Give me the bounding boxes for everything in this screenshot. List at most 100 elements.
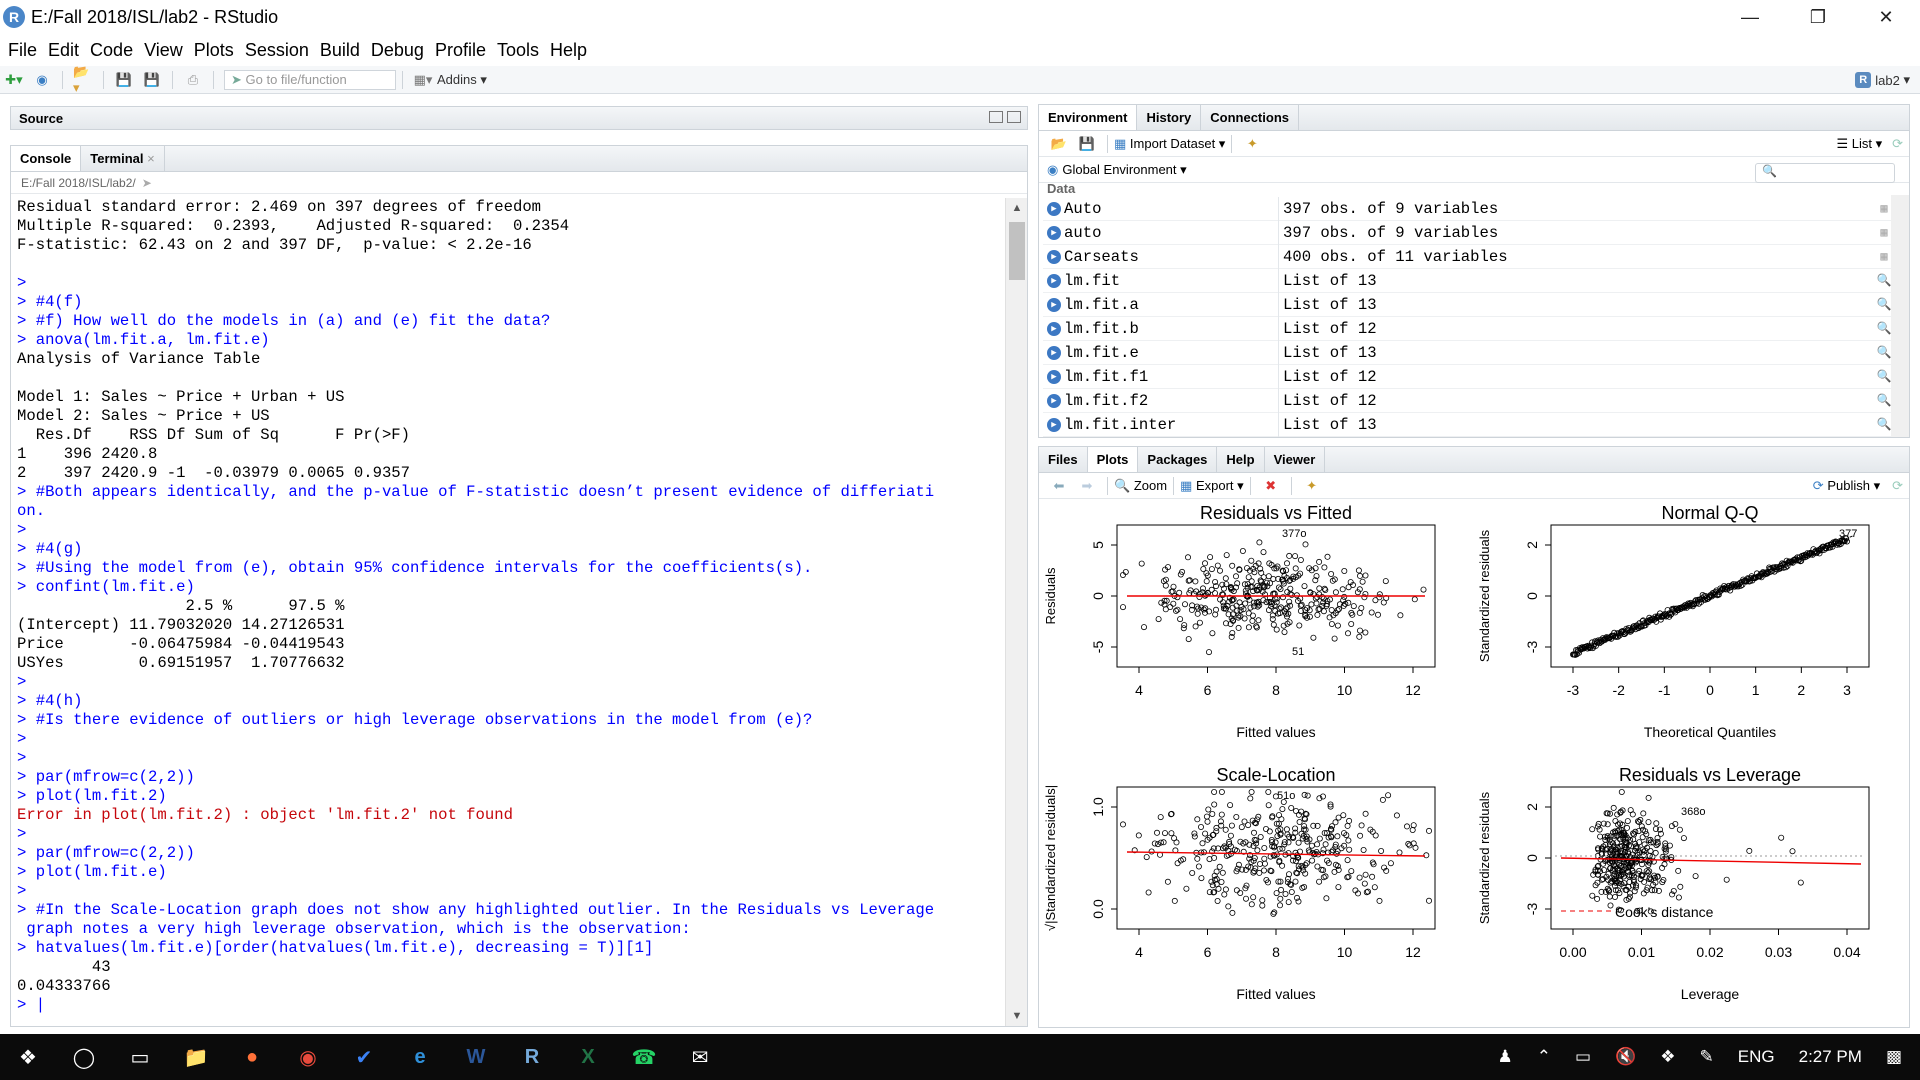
save-icon[interactable]: 💾 bbox=[115, 71, 133, 87]
whatsapp-icon[interactable]: ☎ bbox=[631, 1046, 657, 1069]
minimize-button[interactable]: — bbox=[1741, 6, 1759, 27]
goto-dir-icon[interactable]: ➤ bbox=[141, 175, 152, 190]
menu-file[interactable]: File bbox=[8, 39, 38, 60]
save-workspace-icon[interactable]: 💾 bbox=[1078, 135, 1096, 151]
inspect-icon[interactable]: 🔍 bbox=[1876, 298, 1892, 312]
tab-plots[interactable]: Plots bbox=[1087, 447, 1139, 472]
env-scrollbar[interactable] bbox=[1891, 195, 1909, 437]
clock[interactable]: 2:27 PM bbox=[1798, 1047, 1862, 1066]
goto-file-input[interactable]: ➤ Go to file/function bbox=[224, 69, 396, 90]
print-icon[interactable]: ⎙ bbox=[187, 71, 199, 87]
publish-button[interactable]: ⟳ Publish ▾ bbox=[1812, 477, 1881, 493]
file-explorer-icon[interactable]: 📁 bbox=[183, 1046, 209, 1069]
menu-help[interactable]: Help bbox=[550, 39, 588, 60]
grid-layout-icon[interactable]: ▦▾ bbox=[413, 71, 433, 87]
addins-menu[interactable]: Addins ▾ bbox=[437, 71, 487, 87]
chrome-icon[interactable]: ◉ bbox=[299, 1046, 317, 1069]
inspect-icon[interactable]: 🔍 bbox=[1876, 394, 1892, 408]
menu-plots[interactable]: Plots bbox=[193, 39, 234, 60]
word-icon[interactable]: W bbox=[466, 1045, 486, 1068]
expand-arrow-icon[interactable]: ▶ bbox=[1047, 273, 1061, 288]
expand-arrow-icon[interactable]: ▶ bbox=[1047, 345, 1061, 360]
refresh-icon[interactable]: ⟳ bbox=[1892, 135, 1903, 151]
menu-view[interactable]: View bbox=[144, 39, 183, 60]
tab-environment[interactable]: Environment bbox=[1039, 105, 1138, 130]
expand-arrow-icon[interactable]: ▶ bbox=[1047, 201, 1061, 216]
mail-icon[interactable]: ✉ bbox=[691, 1046, 709, 1069]
view-table-icon[interactable]: ▦ bbox=[1880, 202, 1888, 216]
console-scrollbar[interactable]: ▲ ▼ bbox=[1005, 198, 1027, 1026]
tab-connections[interactable]: Connections bbox=[1201, 105, 1299, 130]
menu-session[interactable]: Session bbox=[244, 39, 309, 60]
source-pane-collapsed[interactable]: Source bbox=[10, 106, 1028, 130]
new-project-icon[interactable]: ◉ bbox=[36, 71, 48, 87]
expand-arrow-icon[interactable]: ▶ bbox=[1047, 417, 1061, 432]
new-file-icon[interactable]: ✚▾ bbox=[5, 71, 23, 87]
export-button[interactable]: ▦ Export ▾ bbox=[1180, 477, 1244, 493]
env-row[interactable]: ▶ lm.fit.a List of 13 🔍 bbox=[1043, 292, 1893, 317]
env-row[interactable]: ▶ lm.fit.inter List of 13 🔍 bbox=[1043, 412, 1893, 437]
env-row[interactable]: ▶ Auto 397 obs. of 9 variables ▦ bbox=[1043, 196, 1893, 221]
console-output[interactable]: Residual standard error: 2.469 on 397 de… bbox=[17, 198, 1007, 1015]
env-row[interactable]: ▶ lm.fit.b List of 12 🔍 bbox=[1043, 316, 1893, 341]
view-table-icon[interactable]: ▦ bbox=[1880, 250, 1888, 264]
minimize-pane-icon[interactable] bbox=[989, 111, 1003, 123]
task-view-icon[interactable]: ▭ bbox=[130, 1046, 150, 1069]
expand-arrow-icon[interactable]: ▶ bbox=[1047, 321, 1061, 336]
tab-packages[interactable]: Packages bbox=[1138, 447, 1218, 472]
env-row[interactable]: ▶ auto 397 obs. of 9 variables ▦ bbox=[1043, 220, 1893, 245]
menu-debug[interactable]: Debug bbox=[370, 39, 424, 60]
battery-icon[interactable]: ▭ bbox=[1575, 1047, 1592, 1066]
windows-start-icon[interactable]: ❖ bbox=[19, 1046, 37, 1069]
open-file-icon[interactable]: 📂▾ bbox=[73, 63, 90, 95]
clear-plots-broom-icon[interactable]: ✦ bbox=[1306, 477, 1318, 493]
forward-arrow-icon[interactable]: ➡ bbox=[1081, 477, 1093, 493]
maximize-pane-icon[interactable] bbox=[1007, 111, 1021, 123]
restore-button[interactable]: ❐ bbox=[1809, 6, 1827, 27]
edge-icon[interactable]: e bbox=[414, 1045, 426, 1068]
global-environment-menu[interactable]: ◉ Global Environment ▾ bbox=[1039, 157, 1909, 183]
expand-arrow-icon[interactable]: ▶ bbox=[1047, 249, 1061, 264]
env-row[interactable]: ▶ lm.fit.f1 List of 12 🔍 bbox=[1043, 364, 1893, 389]
menu-edit[interactable]: Edit bbox=[48, 39, 80, 60]
env-row[interactable]: ▶ lm.fit List of 13 🔍 bbox=[1043, 268, 1893, 293]
people-icon[interactable]: ♟ bbox=[1497, 1047, 1513, 1066]
tab-viewer[interactable]: Viewer bbox=[1265, 447, 1326, 472]
expand-arrow-icon[interactable]: ▶ bbox=[1047, 369, 1061, 384]
save-all-icon[interactable]: 💾 bbox=[143, 71, 161, 87]
load-workspace-icon[interactable]: 📂 bbox=[1050, 135, 1068, 151]
close-button[interactable]: ✕ bbox=[1878, 6, 1894, 27]
view-table-icon[interactable]: ▦ bbox=[1880, 226, 1888, 240]
import-dataset-button[interactable]: ▦ Import Dataset ▾ bbox=[1114, 135, 1226, 151]
pen-icon[interactable]: ✎ bbox=[1699, 1047, 1714, 1066]
project-menu[interactable]: R lab2 ▾ bbox=[1855, 66, 1910, 94]
env-row[interactable]: ▶ lm.fit.f2 List of 12 🔍 bbox=[1043, 388, 1893, 413]
list-view-menu[interactable]: ☰ List ▾ bbox=[1836, 135, 1883, 151]
tab-terminal[interactable]: Terminal × bbox=[81, 146, 165, 171]
menu-profile[interactable]: Profile bbox=[434, 39, 486, 60]
tab-history[interactable]: History bbox=[1137, 105, 1202, 130]
env-row[interactable]: ▶ Carseats 400 obs. of 11 variables ▦ bbox=[1043, 244, 1893, 269]
tray-chevron-icon[interactable]: ⌃ bbox=[1536, 1047, 1552, 1066]
tab-files[interactable]: Files bbox=[1039, 447, 1088, 472]
inspect-icon[interactable]: 🔍 bbox=[1876, 370, 1892, 384]
inspect-icon[interactable]: 🔍 bbox=[1876, 322, 1892, 336]
menu-code[interactable]: Code bbox=[90, 39, 134, 60]
menu-build[interactable]: Build bbox=[319, 39, 360, 60]
remove-plot-icon[interactable]: ✖ bbox=[1265, 477, 1277, 493]
language-indicator[interactable]: ENG bbox=[1737, 1047, 1775, 1066]
menu-tools[interactable]: Tools bbox=[496, 39, 539, 60]
inspect-icon[interactable]: 🔍 bbox=[1876, 346, 1892, 360]
inspect-icon[interactable]: 🔍 bbox=[1876, 274, 1892, 288]
firefox-icon[interactable]: ● bbox=[245, 1045, 259, 1068]
rstudio-taskbar-icon[interactable]: R bbox=[524, 1045, 540, 1068]
env-row[interactable]: ▶ lm.fit.e List of 13 🔍 bbox=[1043, 340, 1893, 365]
tab-console[interactable]: Console bbox=[11, 146, 82, 171]
dropbox-icon[interactable]: ❖ bbox=[1660, 1047, 1676, 1066]
inspect-icon[interactable]: 🔍 bbox=[1876, 418, 1892, 432]
clear-broom-icon[interactable]: ✦ bbox=[1246, 135, 1258, 151]
volume-muted-icon[interactable]: 🔇 bbox=[1615, 1047, 1637, 1066]
expand-arrow-icon[interactable]: ▶ bbox=[1047, 393, 1061, 408]
excel-icon[interactable]: X bbox=[581, 1045, 595, 1068]
env-search-input[interactable]: 🔍 bbox=[1755, 163, 1895, 183]
